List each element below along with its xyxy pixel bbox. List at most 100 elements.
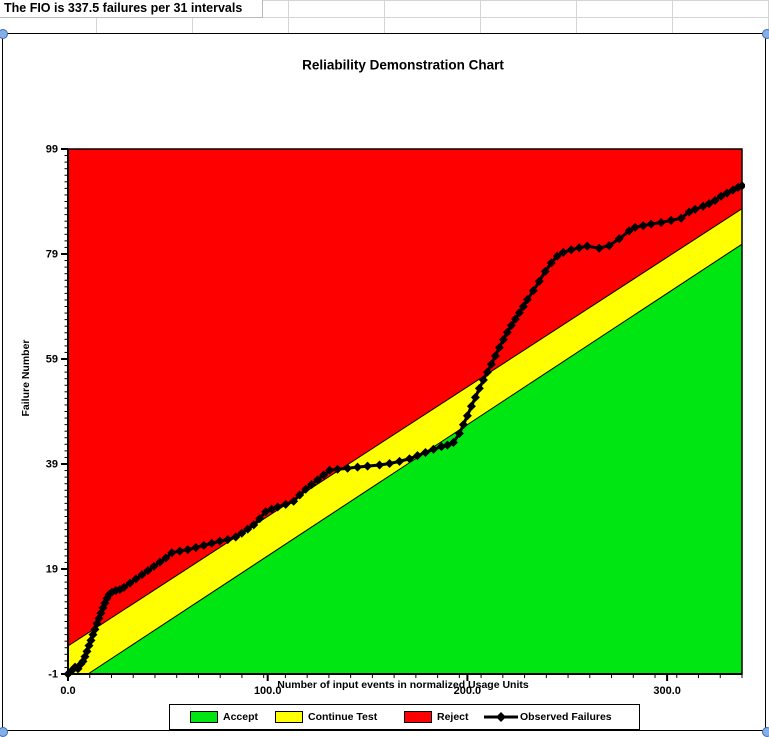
x-tick-label: 100.0 [254, 685, 282, 697]
observed-failures-marker [490, 351, 500, 361]
observed-failures-marker [231, 532, 241, 542]
observed-failures-marker [566, 245, 576, 255]
observed-failures-marker [161, 553, 171, 563]
legend-label: Reject [437, 711, 469, 723]
observed-failures-marker [528, 286, 538, 296]
observed-failures-marker [207, 538, 217, 548]
observed-failures-marker [546, 258, 556, 268]
legend-label: Continue Test [308, 711, 378, 723]
observed-failures-marker [78, 656, 88, 666]
selection-handle-bottom-left[interactable] [0, 727, 8, 737]
observed-failures-marker [518, 302, 528, 311]
x-axis-title: Number of input events in normalized Usa… [277, 679, 529, 691]
observed-failures-marker [558, 247, 568, 257]
observed-failures-marker [143, 566, 153, 576]
observed-failures-marker [412, 451, 422, 461]
observed-failures-marker [458, 420, 468, 430]
observed-failures-marker [478, 375, 488, 385]
observed-failures-marker [167, 548, 177, 558]
accept-boundary-line [87, 243, 743, 675]
observed-failures-marker [115, 584, 125, 594]
observed-failures-marker [630, 222, 640, 232]
chart-title: Reliability Demonstration Chart [302, 57, 504, 73]
observed-failures-marker [149, 561, 159, 571]
observed-failures-marker [88, 630, 98, 640]
observed-failures-marker [428, 444, 438, 454]
grid-line [672, 0, 673, 33]
x-tick-label: 200.0 [454, 685, 482, 697]
observed-failures-marker [737, 181, 745, 191]
observed-failures-marker [333, 464, 343, 474]
observed-failures-marker [474, 383, 484, 393]
observed-failures-marker [510, 314, 520, 324]
observed-failures-marker [98, 603, 108, 613]
fio-cell-text: The FIO is 337.5 failures per 31 interva… [4, 1, 243, 15]
y-tick-label: 19 [46, 564, 58, 576]
observed-failures-marker [119, 582, 129, 592]
grid-line [384, 0, 385, 33]
observed-failures-marker [107, 587, 117, 597]
selection-handle-top-left[interactable] [0, 29, 8, 39]
accept-swatch [190, 711, 218, 723]
observed-failures-marker [454, 429, 464, 439]
x-tick-label: 0.0 [60, 685, 75, 697]
observed-failures-marker [722, 188, 732, 198]
observed-failures-marker [604, 241, 614, 251]
observed-failures-marker [466, 401, 476, 411]
observed-failures-marker [76, 659, 86, 669]
observed-failures-marker [540, 266, 550, 276]
y-tick-label: 39 [46, 459, 58, 471]
observed-failures-marker [624, 226, 634, 236]
grid-line [576, 0, 577, 33]
observed-failures-marker [494, 342, 504, 352]
observed-failures-marker [249, 520, 259, 530]
legend-label: Accept [223, 711, 259, 723]
observed-failures-marker [183, 545, 193, 555]
formula-cell[interactable]: The FIO is 337.5 failures per 31 interva… [0, 0, 263, 18]
selection-handle-top-right[interactable] [762, 29, 769, 39]
chart-area[interactable]: Reliability Demonstration Chart -1 19 39 59… [2, 33, 766, 731]
reject-region [68, 149, 742, 647]
observed-failures-marker [353, 462, 363, 472]
observed-failures-marker [137, 570, 147, 580]
observed-failures-marker [522, 295, 532, 305]
observed-failures-marker [690, 204, 700, 214]
grid-line [480, 0, 481, 33]
observed-failures-marker [255, 514, 265, 524]
selection-handle-bottom-right[interactable] [762, 727, 769, 737]
observed-failures-marker [552, 251, 562, 261]
observed-failures-marker [319, 470, 329, 480]
reject-boundary-line [67, 208, 743, 647]
legend: Accept Continue Test Reject Observed Fai… [169, 704, 640, 730]
observed-failures-marker [614, 234, 624, 244]
observed-failures-marker [594, 243, 604, 253]
observed-failures-marker [704, 199, 714, 209]
observed-line-sample [484, 712, 518, 722]
observed-failures-marker [404, 454, 414, 464]
observed-failures-marker [502, 327, 512, 337]
observed-failures-marker [506, 320, 516, 330]
observed-failures-marker [131, 574, 141, 584]
observed-failures-marker [656, 218, 666, 227]
reject-swatch [404, 711, 432, 723]
observed-failures-marker [155, 557, 165, 567]
observed-failures-marker [325, 465, 335, 475]
observed-failures-marker [307, 479, 317, 489]
observed-failures-marker [716, 191, 726, 201]
observed-failures-marker [676, 213, 686, 223]
continue-region [68, 208, 742, 674]
observed-failures-marker [710, 195, 720, 205]
observed-failures-marker [646, 219, 656, 229]
observed-failures-marker [638, 221, 648, 231]
observed-failures-marker [375, 460, 385, 470]
observed-failures-marker [289, 496, 299, 506]
observed-failures-marker [385, 458, 395, 468]
y-tick-label: -1 [48, 669, 58, 681]
legend-item-reject: Reject [404, 705, 469, 729]
observed-failures-marker [273, 502, 283, 512]
plot-svg: -1 19 39 59 79 99 0.0 100.0 200.0 300.0 [46, 144, 745, 697]
y-tick-label: 99 [46, 144, 58, 156]
observed-failures-marker [223, 535, 233, 545]
legend-item-accept: Accept [190, 705, 258, 729]
observed-failures-marker [514, 308, 524, 318]
